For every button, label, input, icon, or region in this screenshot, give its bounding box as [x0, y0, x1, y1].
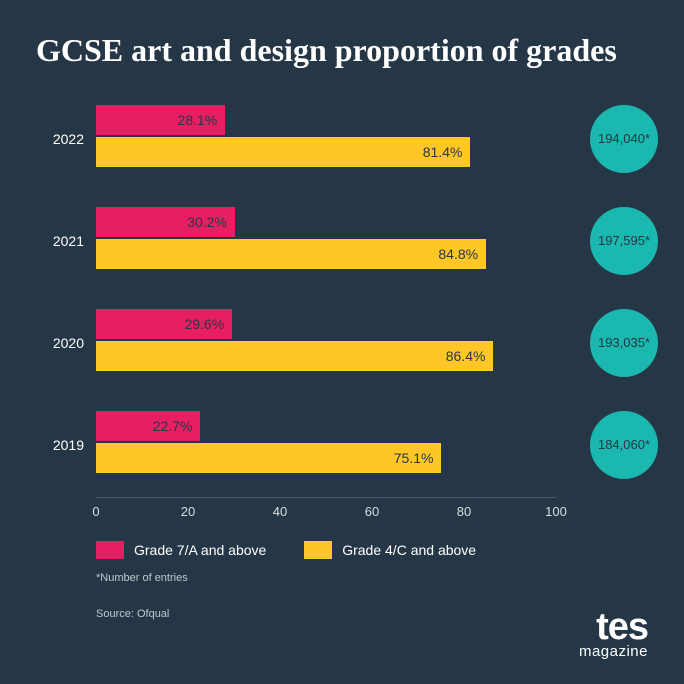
- legend: Grade 7/A and above Grade 4/C and above: [96, 541, 648, 562]
- x-axis: 0 20 40 60 80 100: [96, 497, 556, 521]
- axis-tick: 40: [273, 504, 287, 519]
- axis-tick: 80: [457, 504, 471, 519]
- chart-row: 2019 22.7% 75.1% 184,060*: [36, 401, 648, 489]
- page-title: GCSE art and design proportion of grades: [36, 32, 648, 69]
- axis-tick: 0: [92, 504, 99, 519]
- year-label: 2020: [36, 335, 84, 351]
- entries-value: 197,595*: [598, 233, 650, 248]
- axis-tick: 60: [365, 504, 379, 519]
- year-label: 2022: [36, 131, 84, 147]
- bar-grade4c: 86.4%: [96, 341, 493, 371]
- bar-value-label: 28.1%: [178, 112, 218, 128]
- bar-grade4c: 81.4%: [96, 137, 470, 167]
- entries-value: 193,035*: [598, 335, 650, 350]
- bar-value-label: 86.4%: [446, 348, 486, 364]
- entries-circle: 197,595*: [590, 207, 658, 275]
- bar-value-label: 30.2%: [187, 214, 227, 230]
- chart-row: 2022 28.1% 81.4% 194,040*: [36, 95, 648, 183]
- chart-row: 2021 30.2% 84.8% 197,595*: [36, 197, 648, 285]
- entries-circle: 194,040*: [590, 105, 658, 173]
- logo-text-top: tes: [579, 610, 648, 644]
- entries-value: 194,040*: [598, 131, 650, 146]
- year-label: 2019: [36, 437, 84, 453]
- chart-row: 2020 29.6% 86.4% 193,035*: [36, 299, 648, 387]
- legend-label: Grade 4/C and above: [342, 542, 476, 558]
- tes-logo: tes magazine: [579, 610, 648, 658]
- legend-swatch: [304, 541, 332, 559]
- legend-item: Grade 4/C and above: [304, 541, 476, 559]
- source-text: Source: Ofqual: [96, 608, 648, 620]
- bar-grade4c: 75.1%: [96, 443, 441, 473]
- chart: 2022 28.1% 81.4% 194,040* 2021 30.2% 84.…: [36, 95, 648, 620]
- bar-grade7a: 30.2%: [96, 207, 235, 237]
- axis-tick: 20: [181, 504, 195, 519]
- entries-circle: 193,035*: [590, 309, 658, 377]
- bar-value-label: 75.1%: [394, 450, 434, 466]
- bar-value-label: 81.4%: [423, 144, 463, 160]
- legend-swatch: [96, 541, 124, 559]
- bar-value-label: 29.6%: [184, 316, 224, 332]
- axis-tick: 100: [545, 504, 567, 519]
- entries-value: 184,060*: [598, 437, 650, 452]
- logo-text-bottom: magazine: [579, 645, 648, 659]
- footnote: *Number of entries: [96, 572, 648, 584]
- year-label: 2021: [36, 233, 84, 249]
- bar-value-label: 22.7%: [153, 418, 193, 434]
- bar-value-label: 84.8%: [438, 246, 478, 262]
- bar-grade7a: 28.1%: [96, 105, 225, 135]
- bar-grade7a: 22.7%: [96, 411, 200, 441]
- bar-grade4c: 84.8%: [96, 239, 486, 269]
- legend-item: Grade 7/A and above: [96, 541, 266, 559]
- entries-circle: 184,060*: [590, 411, 658, 479]
- legend-label: Grade 7/A and above: [134, 542, 266, 558]
- bar-grade7a: 29.6%: [96, 309, 232, 339]
